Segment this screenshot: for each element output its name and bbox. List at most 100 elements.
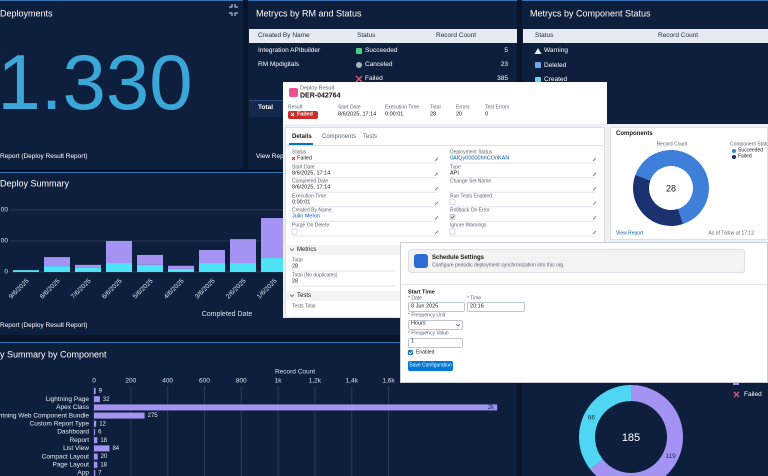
x-tick-label: 400 (162, 378, 173, 385)
panel-title: Deploy Summary (0, 178, 70, 189)
field-label: Completed Date (292, 178, 329, 185)
x-tick-label: 1,2k (309, 378, 322, 385)
status-icon (535, 62, 541, 68)
bar (94, 412, 145, 419)
save-button[interactable] (408, 361, 453, 371)
field-value[interactable]: 8 Jun 2025 (411, 303, 439, 310)
failed-icon (291, 156, 296, 161)
panel-title: Deployments (0, 8, 53, 19)
x-tick-label: 200 (125, 378, 136, 385)
field-label: * Frequency Value (408, 330, 449, 337)
highlight-value: 8/6/2025, 17:14 (338, 111, 377, 118)
y-tick-label: 00 (1, 207, 9, 214)
highlight-label: Execution Time (385, 104, 420, 111)
expand-icon[interactable] (229, 4, 238, 16)
bar-segment (137, 254, 163, 265)
field-value: 8/6/2025, 17:14 (292, 184, 331, 191)
highlight-label: Start Date (338, 104, 361, 111)
category-label: Custom Report Type (30, 421, 90, 428)
field-label: Total (292, 257, 303, 264)
bar-segment (44, 266, 70, 272)
field-value: 8/6/2025, 17:14 (292, 169, 331, 176)
bar-segment (261, 258, 287, 272)
category-label: Lightning Web Component Bundle (0, 412, 89, 419)
edit-icon (434, 216, 439, 220)
field-label: Total (No duplicates) (292, 272, 338, 279)
report-link[interactable]: Report (Deploy Result Report) (0, 321, 88, 329)
value-label: 7 (98, 471, 102, 476)
field-value[interactable]: 20:16 (470, 303, 484, 310)
edit-icon (592, 201, 597, 206)
edit-icon (434, 172, 439, 176)
tab[interactable]: Components (322, 134, 357, 140)
field-label: Created By Name (292, 207, 332, 214)
status-icon (356, 62, 362, 68)
value-label: 6 (98, 430, 102, 436)
value-label: 18 (100, 462, 107, 468)
x-tick-label: 800 (236, 378, 247, 385)
donut-total: 185 (622, 432, 640, 444)
field-label: Change Set Name (450, 178, 492, 185)
category-label: Page Layout (52, 462, 89, 469)
button-label[interactable]: Save Configuration (409, 362, 452, 369)
checkbox (449, 199, 456, 206)
field-value: 28 (292, 263, 299, 270)
bar-segment (137, 264, 163, 272)
legend-entry: Succeeded (738, 147, 764, 154)
field-label: * Date (408, 295, 422, 302)
section-title[interactable]: Tests (297, 293, 312, 299)
report-link[interactable]: View Report (256, 152, 292, 160)
metric-value: 1.330 (0, 38, 193, 126)
tab[interactable]: Tests (363, 134, 378, 140)
bar (94, 396, 100, 403)
edit-icon (434, 201, 439, 206)
checkbox (449, 214, 456, 220)
panel (0, 0, 243, 169)
settings-header (408, 249, 745, 273)
cell: Canceled (365, 60, 393, 68)
cell: Warning (544, 46, 568, 54)
field-value[interactable]: Hours (411, 320, 426, 327)
tab-divider (286, 145, 604, 146)
category-label: Lightning Page (46, 396, 90, 403)
highlight-value: 0 (485, 111, 489, 118)
time-input[interactable] (467, 302, 525, 312)
edit-icon (592, 186, 597, 191)
value-label: 9 (99, 389, 103, 395)
field-value: Failed (297, 155, 312, 162)
status-icon (355, 75, 363, 83)
field-label: Ignore Warnings (450, 222, 487, 229)
report-link[interactable]: View Report (616, 230, 644, 237)
status-icon (534, 48, 542, 54)
bar (94, 404, 498, 411)
cell: Succeeded (365, 46, 398, 54)
date-input[interactable] (408, 302, 465, 312)
bar-segment (75, 267, 101, 272)
column-header: Created By Name (258, 31, 310, 39)
cell: Deleted (544, 61, 567, 69)
bar-segment (230, 239, 256, 264)
value-label: 12 (99, 421, 106, 427)
tab[interactable]: Details (292, 134, 312, 140)
value-input[interactable] (408, 338, 463, 348)
column-header: Record Count (658, 31, 699, 39)
bar (94, 470, 96, 476)
category-label: App (77, 470, 89, 476)
value-label: 275 (148, 413, 159, 419)
highlight-label: Result (288, 104, 303, 111)
bar-segment (106, 241, 132, 264)
report-link[interactable]: Report (Deploy Result Report) (0, 152, 88, 160)
failed-badge (288, 111, 318, 119)
section-title[interactable]: Metrics (297, 247, 317, 253)
field-label: Execution Time (292, 193, 327, 200)
unit-select[interactable] (408, 320, 463, 330)
checkbox-label[interactable]: Enabled (416, 349, 435, 355)
bar-segment (230, 263, 256, 272)
field-value[interactable]: 1 (411, 338, 415, 345)
bar (94, 461, 98, 468)
y-tick-label: 00 (1, 238, 9, 245)
panel-title: Metrycs by RM and Status (256, 8, 362, 19)
active-tab[interactable] (289, 143, 313, 145)
